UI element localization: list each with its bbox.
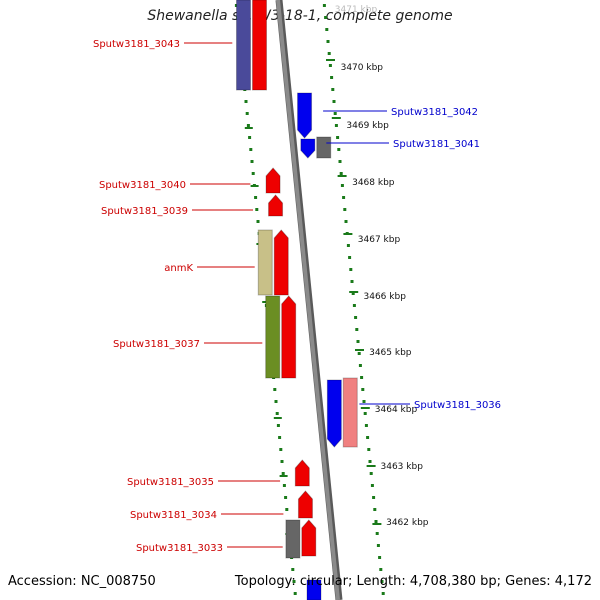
reverse-cds-feature bbox=[294, 459, 310, 487]
reverse-cds-feature bbox=[265, 167, 281, 194]
gene-label: Sputw3181_3039 bbox=[101, 206, 188, 217]
gene-label: Sputw3181_3043 bbox=[93, 39, 180, 50]
reverse-cds-feature bbox=[301, 519, 317, 557]
gray-feature bbox=[316, 136, 332, 159]
pink-feature bbox=[342, 377, 358, 448]
gene-label: Sputw3181_3035 bbox=[127, 477, 214, 488]
reverse-cds-feature bbox=[273, 229, 289, 296]
forward-cds-feature bbox=[300, 138, 316, 159]
genome-summary-text: Topology: circular; Length: 4,708,380 bp… bbox=[234, 574, 592, 589]
reverse-cds-feature bbox=[252, 0, 267, 91]
reverse-cds-feature bbox=[268, 194, 284, 217]
scale-label: 3466 kbp bbox=[364, 292, 407, 302]
forward-cds-feature bbox=[326, 379, 342, 448]
gene-label: Sputw3181_3036 bbox=[414, 400, 501, 411]
gray-feature bbox=[285, 519, 301, 559]
scale-label: 3468 kbp bbox=[352, 178, 395, 188]
navy-feature bbox=[236, 0, 251, 91]
gene-label: Sputw3181_3033 bbox=[136, 543, 223, 554]
gene-label: anmK bbox=[164, 263, 193, 274]
olive-feature bbox=[265, 295, 281, 379]
scale-label: 3469 kbp bbox=[346, 121, 389, 131]
scale-label: 3471 kbp bbox=[335, 5, 378, 15]
reverse-cds-feature bbox=[297, 490, 313, 519]
forward-cds-feature bbox=[297, 92, 313, 139]
backbone-line bbox=[276, 0, 340, 600]
scale-label: 3462 kbp bbox=[386, 518, 429, 528]
scale-label: 3467 kbp bbox=[358, 235, 401, 245]
gene-label: Sputw3181_3042 bbox=[391, 107, 478, 118]
accession-text: Accession: NC_008750 bbox=[8, 574, 156, 589]
forward-cds-feature bbox=[306, 579, 322, 600]
khaki-feature bbox=[257, 229, 273, 296]
scale-label: 3463 kbp bbox=[381, 462, 424, 472]
scale-label: 3470 kbp bbox=[341, 63, 384, 73]
map-title: Shewanella sp. W3-18-1, complete genome bbox=[147, 8, 453, 24]
gene-label: Sputw3181_3037 bbox=[113, 339, 200, 350]
scale-label: 3464 kbp bbox=[375, 405, 418, 415]
gene-label: Sputw3181_3040 bbox=[99, 180, 186, 191]
gene-label: Sputw3181_3034 bbox=[130, 510, 217, 521]
gene-label: Sputw3181_3041 bbox=[393, 139, 480, 150]
reverse-cds-feature bbox=[281, 295, 297, 379]
scale-label: 3465 kbp bbox=[369, 348, 412, 358]
